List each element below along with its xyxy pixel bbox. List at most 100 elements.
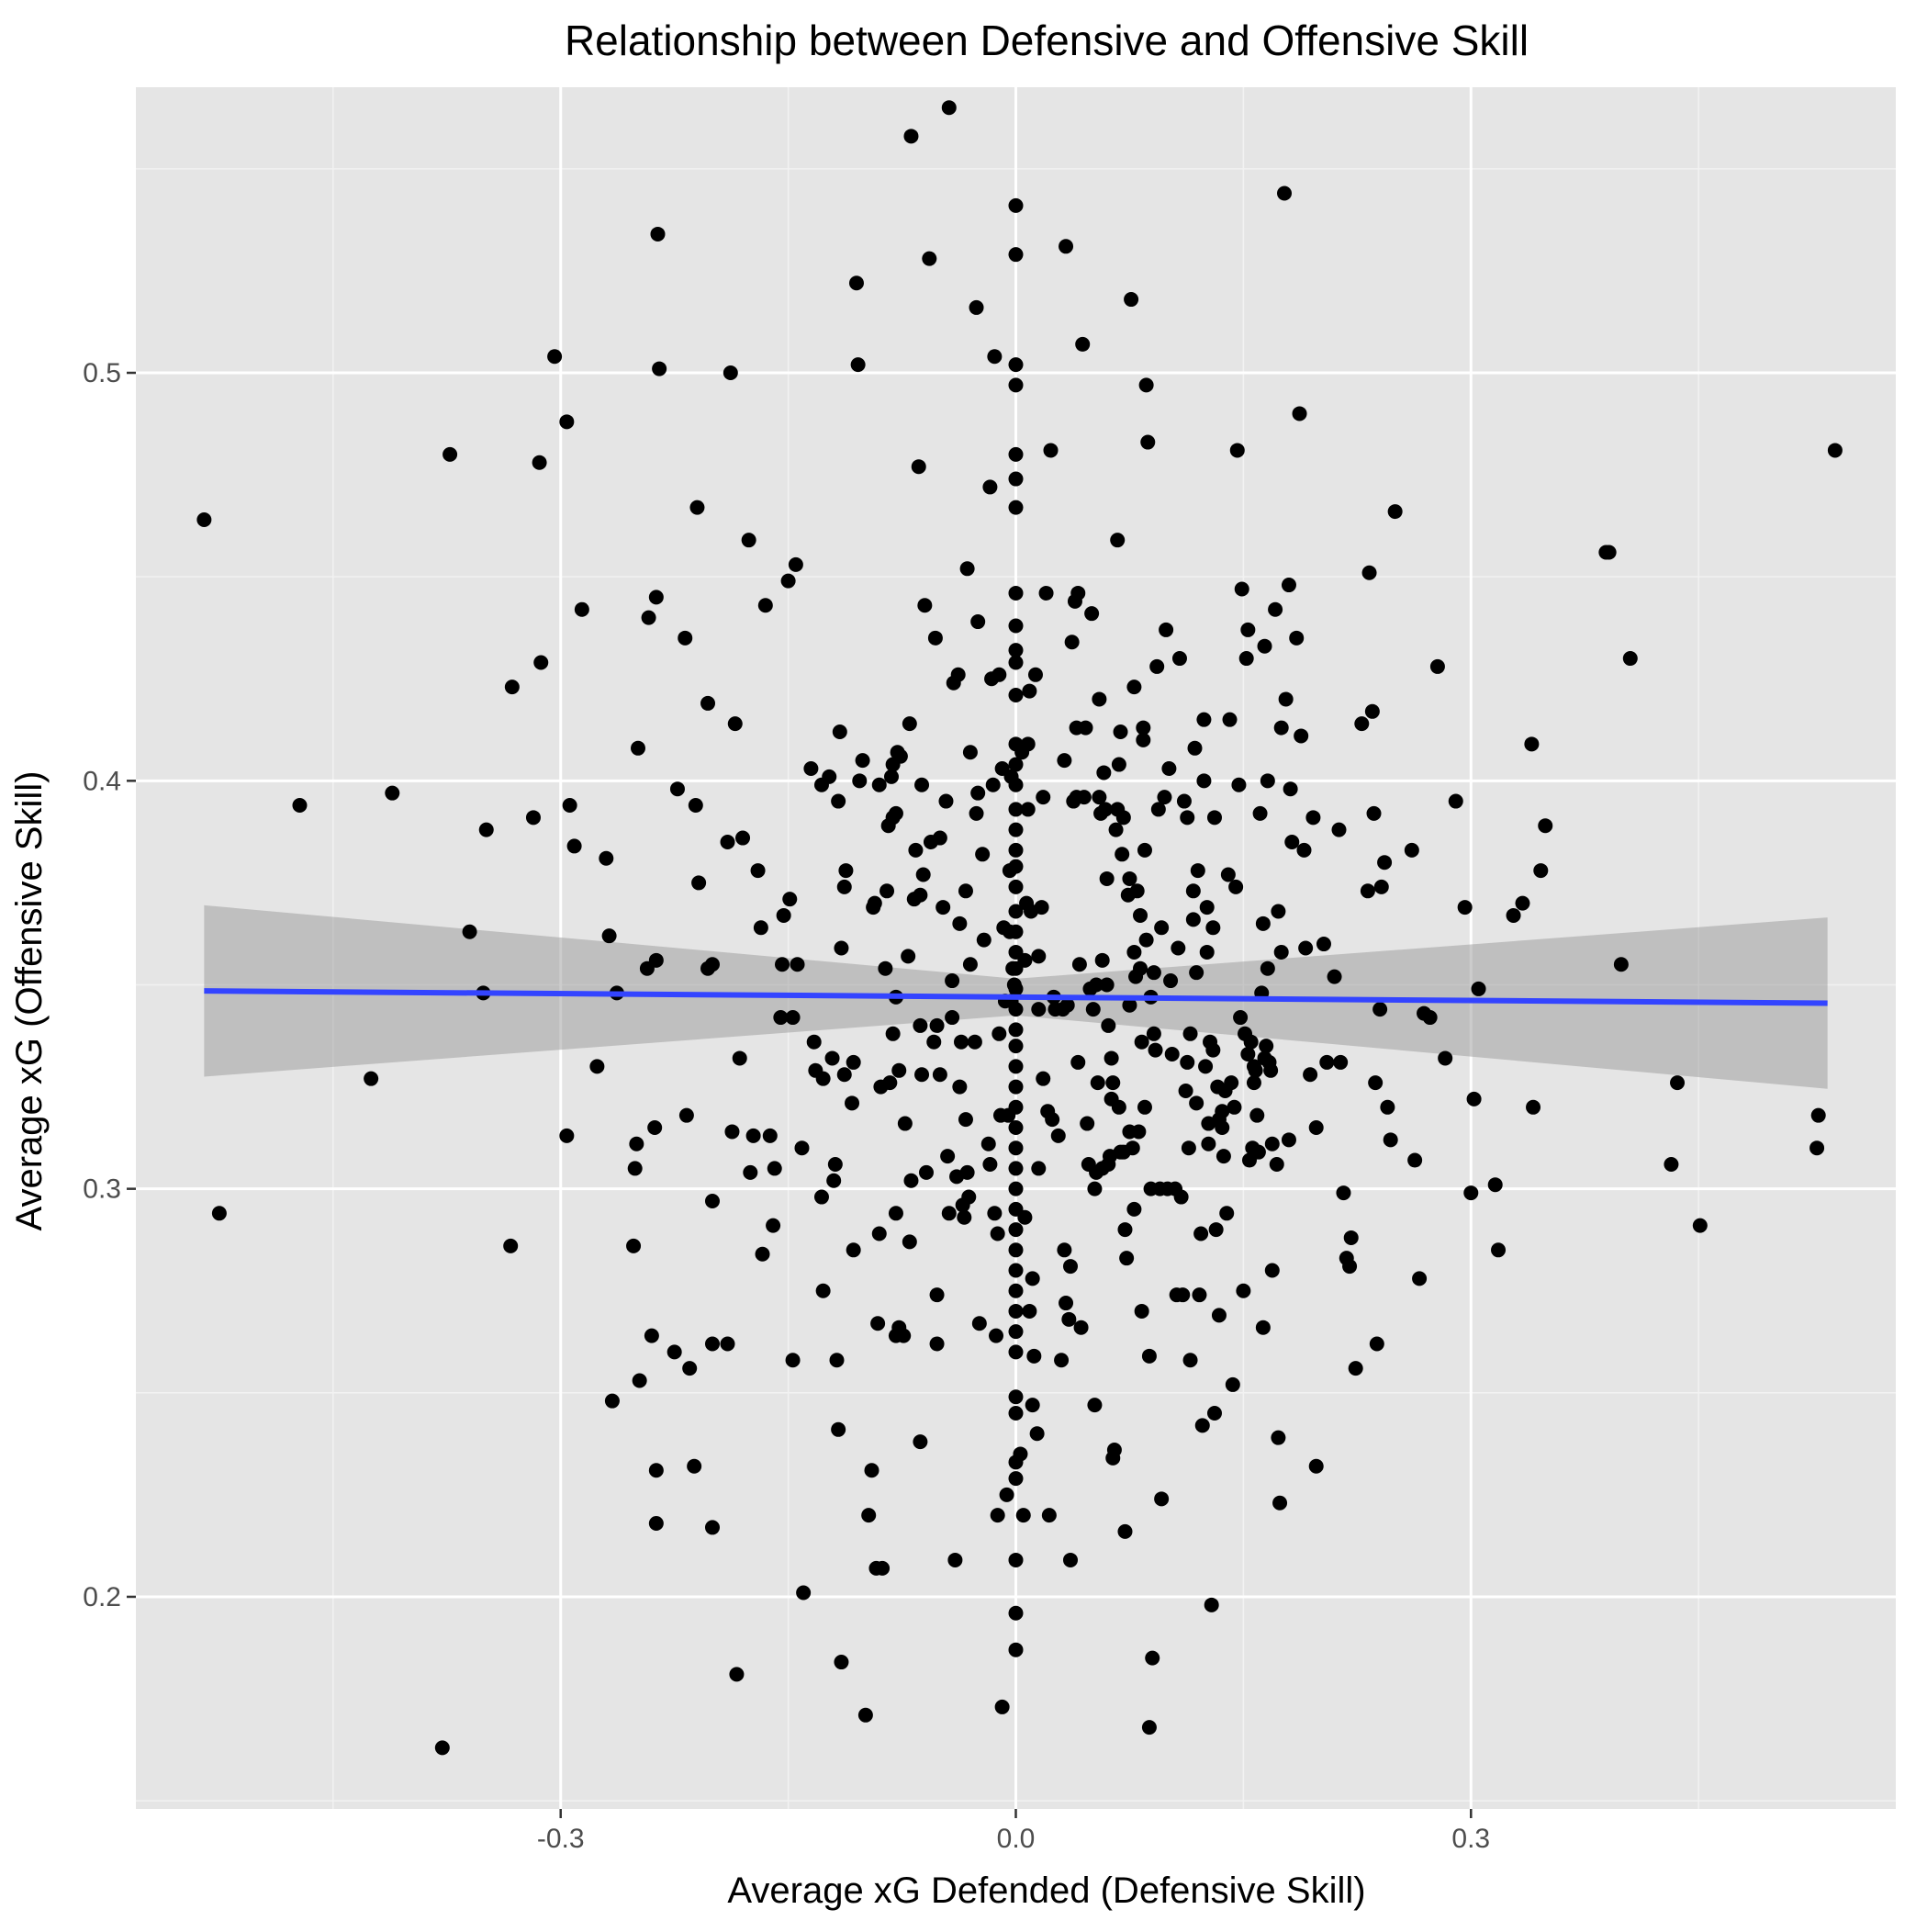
data-point: [1331, 822, 1347, 837]
data-point: [1487, 1177, 1503, 1193]
data-point: [1526, 1099, 1541, 1115]
data-point: [1080, 1116, 1095, 1131]
data-point: [648, 1515, 664, 1531]
data-point: [971, 1316, 987, 1331]
data-point: [1164, 1047, 1180, 1062]
data-point: [902, 716, 917, 732]
data-point: [864, 1463, 879, 1478]
data-point: [1059, 1296, 1074, 1311]
data-point: [704, 1193, 720, 1208]
data-point: [967, 1034, 982, 1050]
data-point: [1111, 1099, 1126, 1115]
data-point: [1272, 1495, 1288, 1511]
data-point: [1238, 651, 1254, 667]
data-point: [1208, 1222, 1224, 1238]
data-point: [1008, 1119, 1024, 1135]
data-point: [917, 598, 933, 613]
data-point: [1096, 765, 1112, 781]
data-point: [929, 1017, 945, 1033]
data-point: [1008, 247, 1024, 263]
data-point: [1129, 883, 1145, 899]
data-point: [1360, 883, 1375, 899]
data-point: [822, 769, 837, 784]
data-point: [1185, 912, 1201, 927]
data-point: [1126, 944, 1142, 960]
data-point: [1231, 777, 1247, 792]
data-point: [1243, 1034, 1259, 1050]
data-point: [1220, 867, 1236, 882]
data-point: [1008, 904, 1024, 919]
data-point: [629, 1136, 644, 1151]
data-point: [601, 928, 617, 944]
data-point: [1045, 1112, 1060, 1128]
data-point: [762, 1128, 778, 1143]
data-point: [1057, 753, 1072, 769]
data-point: [1364, 703, 1380, 719]
data-point: [938, 793, 954, 809]
data-point: [1294, 728, 1309, 744]
data-point: [1070, 1054, 1086, 1070]
data-point: [1106, 1443, 1122, 1458]
data-point: [1292, 406, 1307, 421]
data-point: [1491, 1242, 1507, 1258]
data-point: [1008, 1222, 1024, 1238]
data-point: [1104, 1050, 1119, 1066]
data-point: [1182, 1353, 1198, 1368]
data-point: [533, 655, 549, 670]
data-point: [846, 1242, 861, 1258]
data-point: [1515, 895, 1530, 911]
data-point: [1008, 757, 1024, 772]
data-point: [1008, 1022, 1024, 1038]
data-point: [1240, 1047, 1256, 1062]
data-point: [1369, 1336, 1384, 1352]
data-point: [1264, 1136, 1280, 1151]
data-point: [1827, 443, 1843, 458]
data-point: [1383, 1132, 1398, 1148]
data-point: [1008, 655, 1024, 670]
data-point: [1249, 1107, 1265, 1123]
data-point: [1248, 1062, 1263, 1078]
data-point: [1196, 773, 1212, 789]
data-point: [1257, 638, 1272, 654]
data-point: [1199, 900, 1215, 915]
data-point: [829, 1353, 845, 1368]
data-point: [1070, 585, 1086, 601]
data-point: [1281, 578, 1296, 593]
data-point: [1145, 1650, 1160, 1666]
data-point: [669, 781, 685, 797]
data-point: [908, 842, 924, 858]
data-point: [1471, 981, 1486, 996]
data-point: [1008, 1605, 1024, 1621]
data-point: [848, 275, 864, 291]
data-point: [1284, 834, 1300, 849]
data-point: [688, 797, 703, 813]
data-point: [1031, 1161, 1047, 1176]
data-point: [1137, 1099, 1152, 1115]
data-point: [1008, 1099, 1024, 1115]
data-point: [735, 830, 751, 846]
data-point: [824, 1050, 840, 1066]
data-point: [980, 1136, 996, 1151]
data-point: [806, 1034, 822, 1050]
x-tick-label: 0.3: [1451, 1824, 1490, 1854]
data-point: [1692, 1218, 1708, 1233]
data-point: [648, 952, 664, 968]
data-point: [1373, 879, 1389, 894]
data-point: [1008, 1642, 1024, 1657]
x-axis-title: Average xG Defended (Defensive Skill): [727, 1870, 1365, 1911]
data-point: [1189, 965, 1204, 981]
data-point: [1283, 781, 1298, 797]
data-point: [897, 1116, 913, 1131]
data-point: [1008, 1161, 1024, 1176]
data-point: [767, 1161, 782, 1176]
data-point: [855, 753, 870, 769]
data-point: [1108, 822, 1124, 837]
data-point: [732, 1050, 747, 1066]
data-point: [689, 500, 705, 515]
data-point: [1008, 1389, 1024, 1405]
data-point: [1622, 651, 1638, 667]
data-point: [1020, 736, 1036, 752]
data-point: [1022, 683, 1037, 699]
data-point: [1448, 793, 1463, 809]
data-point: [1407, 1152, 1423, 1168]
